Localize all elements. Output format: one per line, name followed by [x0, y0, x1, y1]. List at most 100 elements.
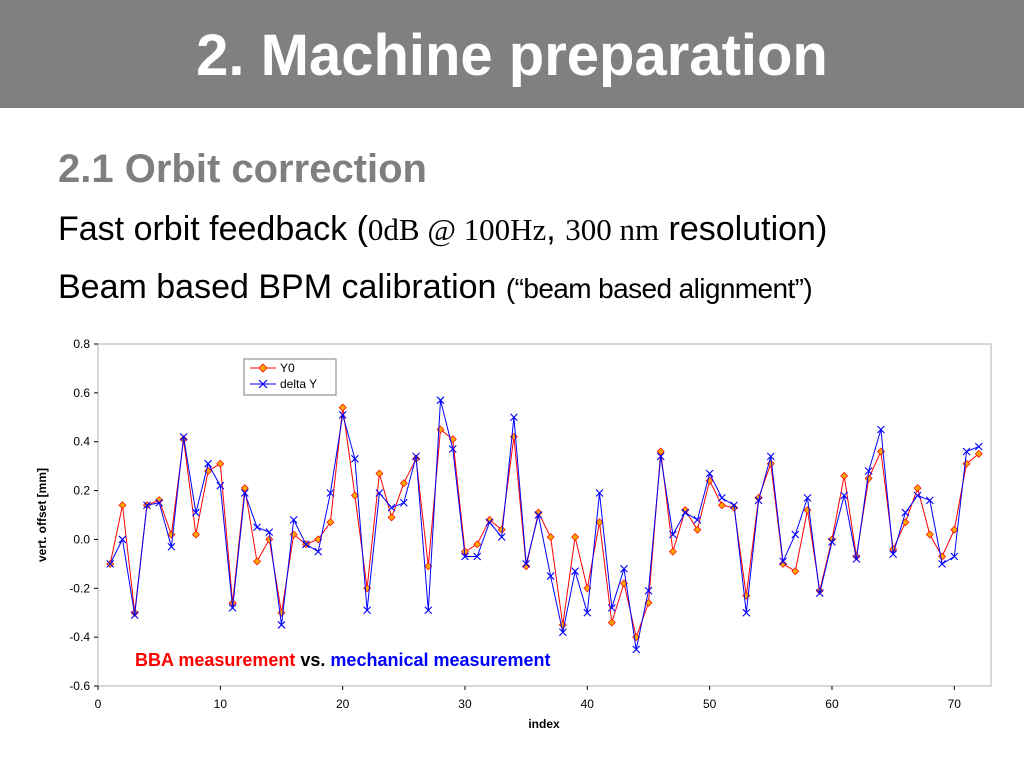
point-delta-y: [314, 547, 323, 556]
point-delta-y: [534, 511, 543, 519]
point-delta-y: [130, 611, 139, 620]
x-tick-label: 50: [703, 697, 717, 711]
point-delta-y: [448, 445, 457, 453]
point-delta-y: [852, 555, 861, 563]
point-delta-y: [766, 452, 775, 461]
point-delta-y: [742, 608, 751, 617]
annotation-mechanical: mechanical measurement: [330, 650, 550, 670]
point-delta-y: [204, 459, 212, 468]
point-delta-y: [583, 608, 592, 617]
point-delta-y: [289, 515, 298, 524]
point-delta-y: [644, 586, 653, 595]
point-delta-y: [412, 452, 420, 461]
legend-delta-label: delta Y: [280, 377, 317, 391]
line1-spec-resolution: 300 nm: [565, 212, 660, 247]
y-axis-title: vert. offset [mm]: [35, 468, 49, 562]
point-y0: [717, 501, 726, 510]
x-tick-label: 30: [458, 697, 472, 711]
point-y0: [375, 469, 384, 478]
point-delta-y: [216, 481, 225, 490]
point-y0: [607, 618, 616, 627]
bullet-bpm-calibration: Beam based BPM calibration (“beam based …: [58, 266, 813, 310]
point-delta-y: [791, 530, 800, 539]
point-delta-y: [779, 557, 787, 566]
legend-box: [243, 358, 337, 396]
line2-quote: (“beam based alignment”): [505, 273, 813, 304]
point-delta-y: [106, 559, 115, 568]
axes: -0.6 -0.4 -0.2 0.0 0.2 0.4 0.6 0.8 0 10 20 30 40 50 60…: [69, 337, 961, 711]
point-delta-y: [558, 628, 567, 637]
point-delta-y: [510, 413, 518, 422]
point-delta-y: [913, 491, 922, 500]
legend: Y0 delta Y: [243, 358, 337, 396]
point-delta-y: [118, 535, 127, 544]
point-delta-y: [889, 550, 898, 558]
point-y0: [240, 484, 249, 493]
x-axis-title: index: [528, 717, 560, 731]
point-delta-y: [632, 645, 641, 654]
point-delta-y: [828, 537, 836, 546]
point-delta-y: [962, 447, 971, 456]
bullet-fast-orbit-feedback: Fast orbit feedback (0dB @ 100Hz, 300 nm…: [58, 208, 827, 251]
point-delta-y: [815, 589, 824, 598]
point-y0: [399, 479, 408, 488]
x-tick-label: 40: [581, 697, 595, 711]
annotation-vs: vs.: [295, 650, 330, 670]
point-delta-y: [864, 467, 873, 475]
point-delta-y: [143, 501, 151, 510]
annotation-bba: BBA measurement: [135, 650, 295, 670]
point-y0: [253, 557, 261, 566]
section-title: 2.1 Orbit correction: [58, 147, 427, 191]
point-y0: [950, 525, 959, 534]
y-tick-label: 0.2: [73, 484, 90, 498]
point-delta-y: [167, 542, 176, 551]
point-delta-y: [461, 552, 469, 561]
point-delta-y: [693, 515, 702, 524]
point-delta-y: [803, 494, 812, 502]
point-delta-y: [363, 606, 372, 615]
point-y0: [265, 535, 274, 544]
point-delta-y: [277, 621, 286, 629]
x-tick-label: 60: [825, 697, 839, 711]
legend-y0-marker: [258, 363, 268, 373]
point-y0: [571, 533, 580, 541]
point-y0: [473, 540, 482, 549]
point-y0: [693, 525, 702, 534]
point-delta-y: [717, 494, 726, 502]
point-delta-y: [228, 603, 237, 612]
point-delta-y: [950, 552, 959, 561]
point-y0: [656, 447, 665, 456]
point-delta-y: [326, 489, 335, 497]
line2-start: Beam based BPM calibration: [58, 268, 506, 306]
point-delta-y: [877, 425, 885, 434]
point-delta-y: [620, 564, 628, 573]
point-delta-y: [497, 533, 506, 541]
point-delta-y: [974, 442, 983, 451]
y-tick-label: 0.4: [73, 435, 90, 449]
point-delta-y: [191, 508, 200, 517]
point-delta-y: [155, 498, 164, 507]
orbit-offset-chart: -0.6 -0.4 -0.2 0.0 0.2 0.4 0.6 0.8 0 10 20 30 40 50 60…: [35, 337, 992, 731]
x-tick-label: 20: [336, 697, 350, 711]
point-y0: [925, 530, 934, 539]
chart-annotation: BBA measurement vs. mechanical measureme…: [135, 650, 551, 670]
point-y0: [350, 491, 359, 500]
point-y0: [840, 471, 849, 480]
x-tick-label: 0: [95, 697, 102, 711]
point-delta-y: [901, 508, 910, 517]
point-delta-y: [938, 559, 946, 568]
point-y0: [216, 459, 225, 468]
point-delta-y: [240, 489, 249, 497]
line1-spec-gain: 0dB @ 100Hz: [367, 212, 547, 247]
point-y0: [522, 562, 531, 571]
plot-frame: [97, 343, 992, 687]
point-y0: [118, 501, 127, 510]
point-y0: [546, 533, 555, 541]
point-delta-y: [179, 432, 188, 441]
point-delta-y: [925, 496, 934, 505]
legend-delta-marker: [258, 379, 268, 389]
point-delta-y: [546, 572, 555, 580]
point-y0: [791, 567, 800, 576]
point-y0: [595, 518, 604, 527]
line1-separator: ,: [546, 210, 566, 248]
